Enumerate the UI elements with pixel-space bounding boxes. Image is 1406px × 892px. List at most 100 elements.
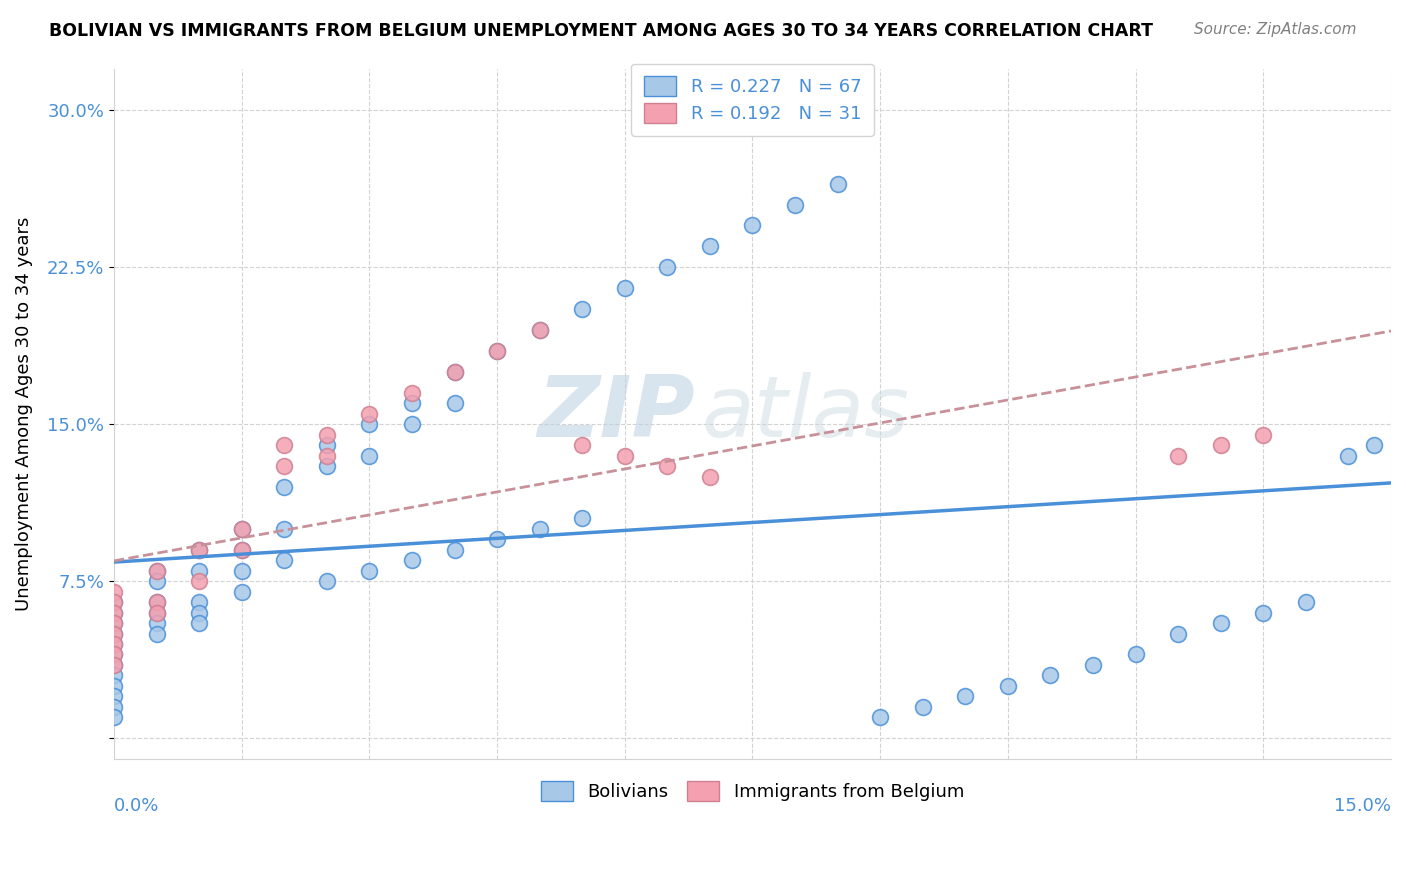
Point [188, 564, 211, 578]
Point [103, 648, 125, 662]
Point [103, 616, 125, 631]
Point [188, 542, 211, 557]
Point [188, 616, 211, 631]
Point [1295, 595, 1317, 609]
Point [103, 616, 125, 631]
Point [1167, 626, 1189, 640]
Point [315, 574, 337, 589]
Point [188, 574, 211, 589]
Point [827, 177, 849, 191]
Point [145, 626, 167, 640]
Point [699, 469, 721, 483]
Legend: Bolivians, Immigrants from Belgium: Bolivians, Immigrants from Belgium [530, 771, 974, 813]
Point [401, 417, 423, 432]
Point [443, 396, 465, 410]
Text: BOLIVIAN VS IMMIGRANTS FROM BELGIUM UNEMPLOYMENT AMONG AGES 30 TO 34 YEARS CORRE: BOLIVIAN VS IMMIGRANTS FROM BELGIUM UNEM… [49, 22, 1153, 40]
Text: 0.0%: 0.0% [114, 797, 159, 814]
Point [103, 648, 125, 662]
Point [529, 323, 551, 337]
Text: atlas: atlas [702, 372, 910, 455]
Point [657, 260, 679, 275]
Point [103, 699, 125, 714]
Point [1253, 606, 1275, 620]
Point [443, 542, 465, 557]
Point [529, 522, 551, 536]
Point [571, 438, 593, 452]
Point [1039, 668, 1062, 682]
Y-axis label: Unemployment Among Ages 30 to 34 years: Unemployment Among Ages 30 to 34 years [15, 217, 32, 611]
Point [315, 438, 337, 452]
Point [103, 606, 125, 620]
Point [231, 542, 253, 557]
Point [231, 522, 253, 536]
Point [145, 574, 167, 589]
Point [1209, 616, 1232, 631]
Point [145, 616, 167, 631]
Point [529, 323, 551, 337]
Point [103, 679, 125, 693]
Point [273, 438, 295, 452]
Point [315, 459, 337, 474]
Point [103, 710, 125, 724]
Point [145, 595, 167, 609]
Point [359, 564, 381, 578]
Point [1125, 648, 1147, 662]
Point [359, 417, 381, 432]
Point [103, 668, 125, 682]
Point [103, 657, 125, 672]
Point [571, 511, 593, 525]
Point [188, 606, 211, 620]
Point [231, 522, 253, 536]
Point [188, 595, 211, 609]
Point [273, 459, 295, 474]
Point [613, 281, 636, 295]
Point [231, 564, 253, 578]
Point [103, 595, 125, 609]
Point [145, 606, 167, 620]
Point [911, 699, 934, 714]
Point [103, 657, 125, 672]
Point [145, 564, 167, 578]
Point [1081, 657, 1104, 672]
Point [486, 344, 509, 359]
Point [699, 239, 721, 253]
Point [1337, 449, 1360, 463]
Point [103, 606, 125, 620]
Point [103, 637, 125, 651]
Point [231, 542, 253, 557]
Point [145, 564, 167, 578]
Point [1253, 427, 1275, 442]
Point [486, 533, 509, 547]
Point [741, 219, 763, 233]
Point [188, 542, 211, 557]
Point [657, 459, 679, 474]
Point [145, 606, 167, 620]
Point [486, 344, 509, 359]
Point [273, 522, 295, 536]
Point [231, 584, 253, 599]
Point [613, 449, 636, 463]
Point [997, 679, 1019, 693]
Point [869, 710, 891, 724]
Point [783, 197, 806, 211]
Point [315, 449, 337, 463]
Point [443, 365, 465, 379]
Point [571, 302, 593, 317]
Point [103, 595, 125, 609]
Point [273, 553, 295, 567]
Text: 15.0%: 15.0% [1334, 797, 1391, 814]
Point [1209, 438, 1232, 452]
Point [443, 365, 465, 379]
Point [103, 626, 125, 640]
Point [273, 480, 295, 494]
Point [955, 690, 977, 704]
Point [103, 690, 125, 704]
Point [401, 553, 423, 567]
Point [103, 626, 125, 640]
Point [359, 449, 381, 463]
Point [401, 385, 423, 400]
Point [145, 595, 167, 609]
Point [103, 584, 125, 599]
Point [1362, 438, 1385, 452]
Text: Source: ZipAtlas.com: Source: ZipAtlas.com [1194, 22, 1357, 37]
